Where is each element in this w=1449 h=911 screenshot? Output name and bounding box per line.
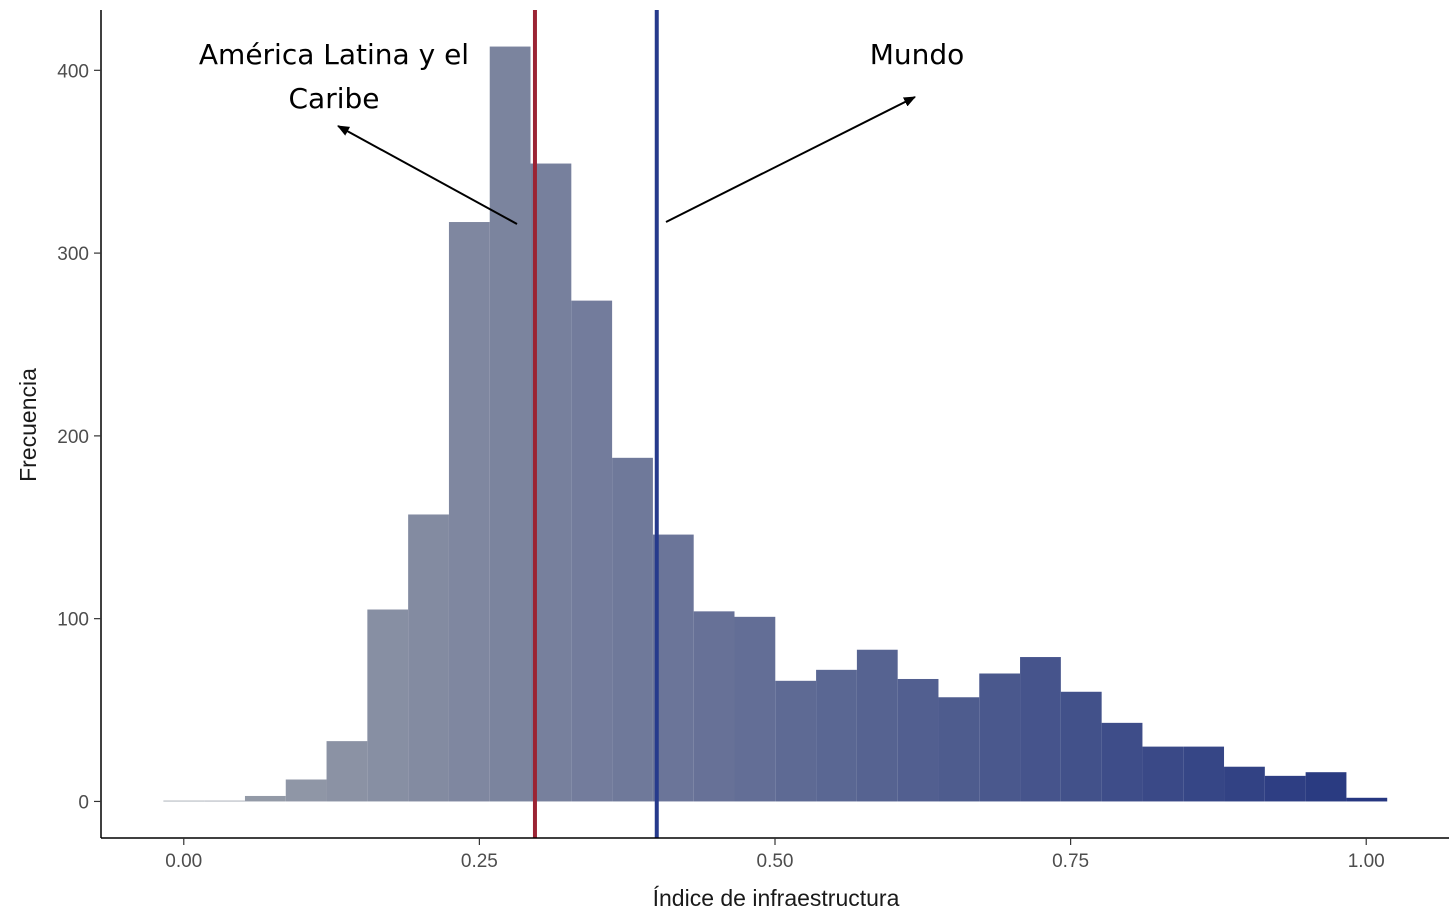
histogram-bar: [1264, 775, 1306, 802]
annotation-mundo: Mundo: [665, 38, 965, 223]
histogram-bar: [1224, 766, 1265, 802]
annotation-mundo-label: Mundo: [870, 38, 965, 71]
y-tick-label: 200: [57, 427, 89, 448]
annotation-latam-line1: América Latina y el: [199, 38, 469, 71]
reference-lines-group: [532, 10, 659, 838]
histogram-bar: [489, 46, 531, 802]
histogram-bar: [775, 680, 817, 802]
histogram-bar: [530, 163, 572, 802]
histogram-bar: [326, 741, 368, 802]
histogram-bar: [1142, 746, 1184, 802]
histogram-bar: [285, 779, 327, 802]
histogram-bar: [1060, 691, 1102, 802]
bars-group: [163, 46, 1388, 802]
histogram-bar: [408, 514, 449, 802]
annotation-latam-line2: Caribe: [289, 82, 380, 115]
histogram-bar: [612, 457, 653, 802]
y-tick-label: 0: [78, 792, 89, 813]
histogram-bar: [897, 678, 939, 802]
annotation-mundo-arrow: [665, 96, 916, 223]
x-tick-label: 0.00: [165, 851, 202, 872]
x-tick-label: 0.50: [757, 851, 794, 872]
histogram-bar: [1305, 772, 1347, 802]
x-tick-label: 0.75: [1052, 851, 1089, 872]
histogram-bar: [693, 611, 735, 802]
histogram-bar: [979, 673, 1021, 802]
x-tick-label: 0.25: [461, 851, 498, 872]
histogram-bar: [163, 800, 205, 802]
histogram-bar: [1020, 657, 1061, 802]
y-tick-label: 100: [57, 610, 89, 631]
ticks-group: 0.00 0.25 0.50 0.75 1.00 0 100 200 300 400: [57, 61, 1384, 872]
histogram-bar: [856, 649, 898, 802]
x-axis-title: Índice de infraestructura: [653, 885, 900, 911]
x-tick-label: 1.00: [1348, 851, 1385, 872]
histogram-bar: [1101, 722, 1143, 802]
histogram-bar: [1183, 746, 1225, 802]
histogram-bar: [652, 534, 694, 802]
histogram-bar: [448, 222, 490, 802]
histogram-bar: [1346, 797, 1388, 802]
y-tick-label: 400: [57, 61, 89, 82]
histogram-bar: [816, 669, 857, 802]
annotation-latam-arrow: [337, 125, 518, 225]
histogram-bar: [244, 795, 286, 802]
histogram-bar: [367, 609, 409, 802]
histogram-bar: [571, 300, 613, 802]
histogram-bar: [734, 616, 776, 802]
annotation-latam: América Latina y el Caribe: [199, 38, 518, 225]
histogram-bar: [204, 800, 245, 802]
y-tick-label: 300: [57, 244, 89, 265]
histogram-bar: [938, 697, 980, 802]
y-axis-title: Frecuencia: [15, 368, 41, 482]
